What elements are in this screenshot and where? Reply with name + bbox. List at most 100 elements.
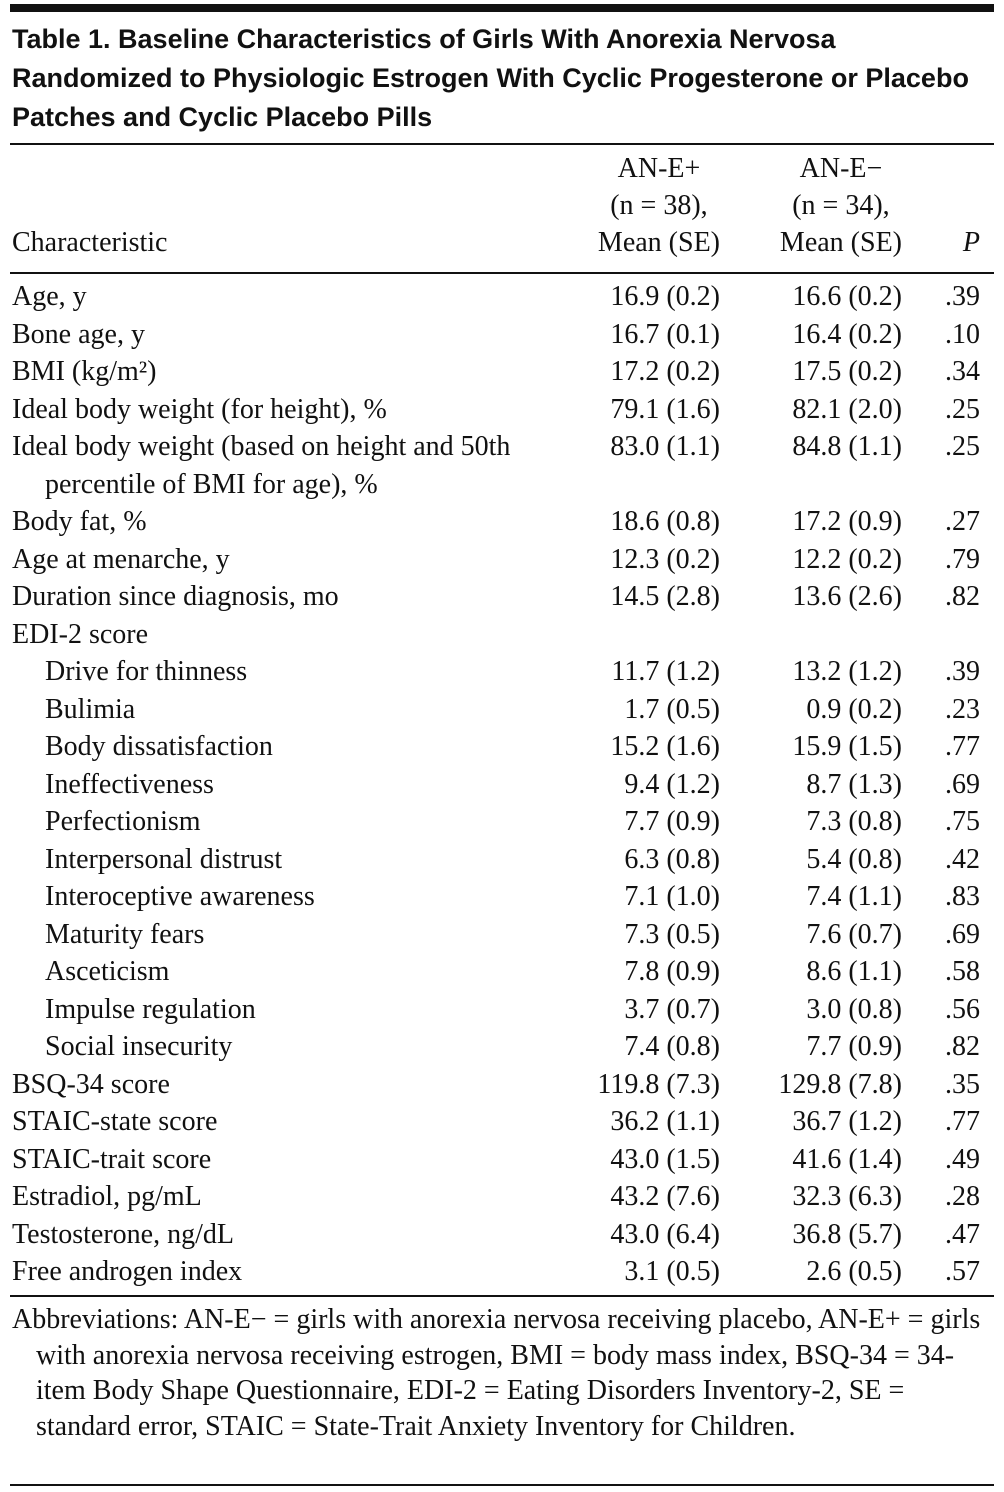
cell: 2.6 (0.5) [806,1256,902,1287]
header-cell: AN-E− (n = 34), Mean (SE) [720,150,902,265]
cell: .79 [945,543,980,575]
cell: 7.3 (0.8) [806,806,902,837]
cell: 82.1 (2.0) [792,393,902,425]
table-row: STAIC-state score 36.2 (1.1) 36.7 (1.2) .77 [12,1103,994,1141]
row-label: Ineffectiveness [45,768,214,800]
row-label: BMI (kg/m²) [12,356,157,387]
cell: 7.7 (0.9) [624,806,720,837]
footnote: Abbreviations: AN-E− = girls with anorex… [12,1304,981,1442]
cell: 32.3 (6.3) [792,1181,902,1212]
cell: 36.8 (5.7) [792,1218,902,1250]
cell: 11.7 (1.2) [611,656,720,687]
cell: 7.3 (0.5) [624,918,720,950]
cell: .75 [945,806,980,837]
header-line: AN-E+ [617,153,701,184]
cell [980,1178,994,1216]
cell: 119.8 (7.3) [597,1068,720,1100]
cell: .57 [945,1256,980,1287]
cell [980,278,994,316]
row-label: Estradiol, pg/mL [12,1181,202,1212]
cell: 1.7 (0.5) [624,693,720,725]
row-label: Drive for thinness [45,656,248,687]
cell: .39 [945,656,980,687]
table-row: Social insecurity 7.4 (0.8) 7.7 (0.9) .82 [12,1028,994,1066]
cell [980,916,994,954]
rule [10,272,994,274]
row-label: Free androgen index [12,1256,243,1287]
header-line: (n = 34), [792,190,890,221]
row-label: Interpersonal distrust [45,843,283,875]
cell [980,766,994,804]
cell [980,1216,994,1254]
cell: .58 [945,956,980,987]
cell [980,878,994,916]
rule [10,1295,994,1297]
cell: .28 [945,1181,980,1212]
cell [980,1253,994,1291]
row-label: Impulse regulation [45,993,256,1025]
cell: .25 [945,431,980,462]
cell [980,1066,994,1104]
table-row: Interoceptive awareness 7.1 (1.0) 7.4 (1.1… [12,878,994,916]
table-body: Age, y 16.9 (0.2) 16.6 (0.2) .39 Bone age, y… [12,278,994,1291]
row-label: Social insecurity [45,1031,233,1062]
cell: 3.1 (0.5) [624,1256,720,1287]
cell: 84.8 (1.1) [792,431,902,462]
table-row: Interpersonal distrust 6.3 (0.8) 5.4 (0.8)… [12,841,994,879]
cell [980,1028,994,1066]
cell: 41.6 (1.4) [792,1143,902,1175]
cell: .23 [945,693,980,725]
cell: .49 [945,1143,980,1175]
table-row: Impulse regulation 3.7 (0.7) 3.0 (0.8) .56 [12,991,994,1029]
cell: 7.4 (0.8) [624,1031,720,1062]
cell: 129.8 (7.8) [778,1068,902,1100]
table-row: Bone age, y 16.7 (0.1) 16.4 (0.2) .10 [12,316,994,354]
cell [980,316,994,354]
cell: 12.2 (0.2) [792,543,902,575]
header-cell: Characteristic [12,227,168,258]
row-label: Asceticism [45,956,170,987]
header-row: Characteristic AN-E+ (n = 38), Mean (SE) A… [12,150,994,265]
cell: .69 [945,918,980,950]
cell [980,953,994,991]
row-label: STAIC-state score [12,1106,218,1137]
cell: 8.7 (1.3) [806,768,902,800]
top-rule [10,4,994,12]
cell [980,616,994,654]
table-row: Maturity fears 7.3 (0.5) 7.6 (0.7) .69 [12,916,994,954]
cell: .82 [945,581,980,612]
table-row: Body fat, % 18.6 (0.8) 17.2 (0.9) .27 [12,503,994,541]
cell [980,728,994,766]
cell: .35 [945,1068,980,1100]
cell: .69 [945,768,980,800]
table-row: Free androgen index 3.1 (0.5) 2.6 (0.5) .57 [12,1253,994,1291]
cell [980,578,994,616]
table-row: BMI (kg/m²) 17.2 (0.2) 17.5 (0.2) .34 [12,353,994,391]
table-row: Age at menarche, y 12.3 (0.2) 12.2 (0.2) .7… [12,541,994,579]
row-label: Bulimia [45,693,136,725]
cell: 16.6 (0.2) [792,281,902,312]
header-line: Mean (SE) [597,227,720,258]
cell: 17.2 (0.9) [792,506,902,537]
table-row: EDI-2 score [12,616,994,654]
table-row: Drive for thinness 11.7 (1.2) 13.2 (1.2) .3… [12,653,994,691]
cell: 16.7 (0.1) [610,318,720,350]
cell: 17.5 (0.2) [792,356,902,387]
row-label: STAIC-trait score [12,1143,212,1175]
header-line: AN-E− [799,153,883,184]
table-row: Duration since diagnosis, mo 14.5 (2.8) 13… [12,578,994,616]
row-label: Interoceptive awareness [45,881,315,912]
cell: 7.1 (1.0) [624,881,720,912]
table-row: Ideal body weight (for height), % 79.1 (1… [12,391,994,429]
cell [980,428,994,503]
rule [10,143,994,145]
cell: .82 [945,1031,980,1062]
cell: .83 [945,881,980,912]
row-label: Perfectionism [45,806,201,837]
cell: .34 [945,356,980,387]
cell: 0.9 (0.2) [806,693,902,725]
cell [902,616,980,654]
cell: 6.3 (0.8) [624,843,720,875]
cell: .47 [945,1218,980,1250]
